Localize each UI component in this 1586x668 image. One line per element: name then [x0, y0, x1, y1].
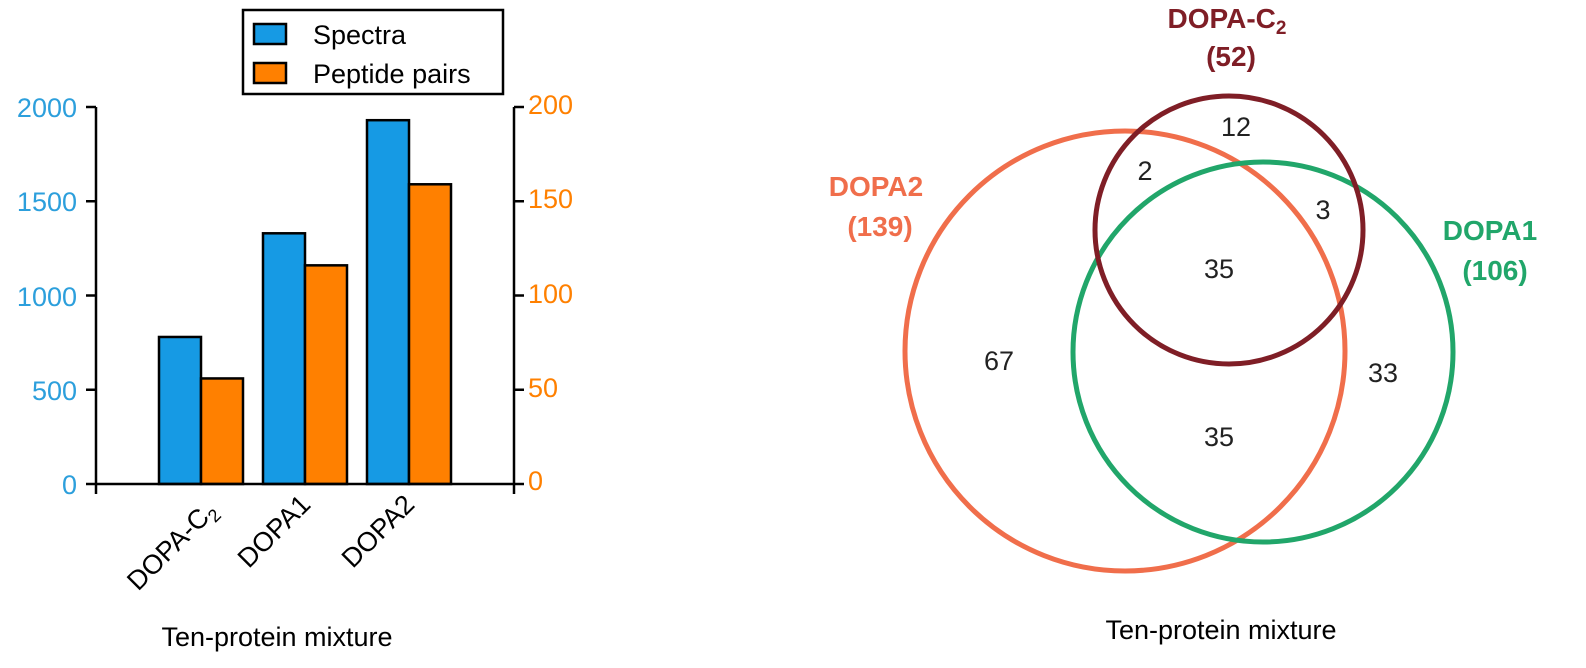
left-tick-label: 0	[62, 470, 77, 500]
venn-region-only-dopa2: 67	[984, 346, 1014, 376]
venn-circle-dopa-c2	[1092, 93, 1366, 367]
venn-region-dopa-c2-dopa1: 3	[1315, 195, 1330, 225]
bar-group	[157, 118, 453, 486]
venn-set-count-dopa-c2: (52)	[1206, 41, 1256, 72]
venn-set-label-dopa2: DOPA2	[829, 171, 923, 202]
venn-set-name: DOPA-C	[1168, 3, 1276, 34]
venn-region-dopa2-dopa1: 35	[1204, 422, 1234, 452]
venn-region-dopa-c2-dopa2: 2	[1137, 156, 1152, 186]
right-tick-label: 100	[528, 279, 573, 309]
right-y-ticks: 0 50 100 150 200	[514, 90, 573, 496]
right-tick-label: 50	[528, 373, 558, 403]
legend-label-peptide-pairs: Peptide pairs	[313, 59, 471, 89]
venn-circle-dopa1	[1070, 159, 1456, 545]
venn-set-count-dopa2: (139)	[847, 211, 912, 242]
legend-swatch-spectra	[252, 22, 288, 46]
venn-x-label: Ten-protein mixture	[1105, 615, 1336, 645]
left-tick-label: 1000	[17, 282, 77, 312]
venn-region-all-three: 35	[1204, 254, 1234, 284]
bar-peptide-pairs-dopa-c2	[199, 377, 245, 486]
venn-region-only-dopa-c2: 12	[1221, 112, 1251, 142]
bar-peptide-pairs-dopa2	[407, 183, 453, 486]
legend: Spectra Peptide pairs	[241, 8, 505, 96]
right-tick-label: 0	[528, 466, 543, 496]
venn-region-only-dopa1: 33	[1368, 358, 1398, 388]
legend-label-spectra: Spectra	[313, 20, 407, 50]
left-tick-label: 1500	[17, 187, 77, 217]
bar-x-axis-label: Ten-protein mixture	[161, 622, 392, 652]
venn-set-label-dopa1: DOPA1	[1443, 215, 1537, 246]
right-tick-label: 150	[528, 184, 573, 214]
left-y-ticks: 0 500 1000 1500 2000	[17, 93, 96, 500]
right-tick-label: 200	[528, 90, 573, 120]
venn-set-count-dopa1: (106)	[1462, 255, 1527, 286]
left-tick-label: 500	[32, 376, 77, 406]
venn-circle-dopa2	[902, 128, 1348, 574]
left-tick-label: 2000	[17, 93, 77, 123]
venn-set-label-dopa-c2: DOPA-C2	[1168, 3, 1287, 39]
venn-set-sub: 2	[1276, 18, 1287, 39]
legend-swatch-peptide-pairs	[252, 61, 288, 85]
